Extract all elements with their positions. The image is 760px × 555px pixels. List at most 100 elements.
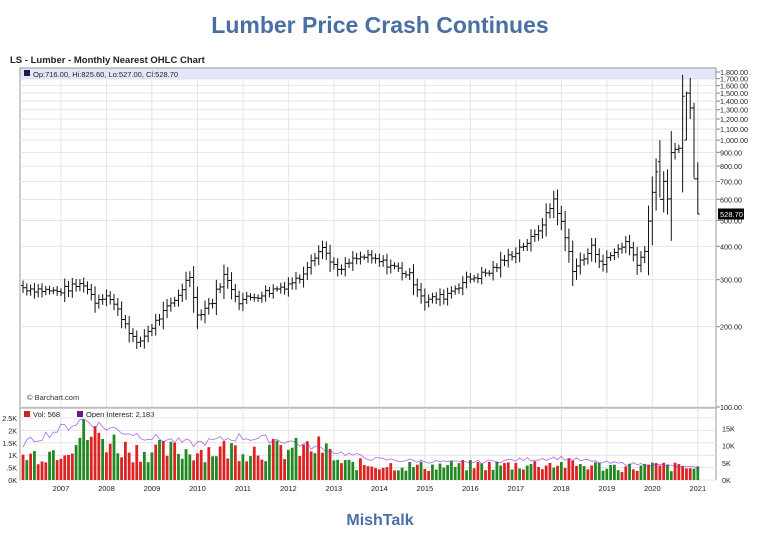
volume-bar: [639, 465, 643, 480]
x-tick-label: 2021: [689, 484, 706, 493]
volume-bar: [173, 442, 177, 480]
volume-bar: [487, 461, 491, 480]
volume-bar: [571, 460, 575, 480]
volume-bar: [154, 444, 158, 480]
chart-title: LS - Lumber - Monthly Nearest OHLC Chart: [10, 55, 205, 66]
volume-bar: [199, 449, 203, 480]
volume-bar: [582, 466, 586, 480]
volume-bar: [214, 456, 218, 480]
volume-bar: [359, 458, 362, 480]
volume-bar: [529, 463, 533, 480]
volume-bar: [457, 463, 461, 480]
vol-swatch: [24, 411, 30, 417]
volume-bar: [362, 464, 366, 480]
volume-bar: [33, 451, 36, 480]
volume-bar: [127, 452, 131, 480]
volume-bar: [586, 469, 590, 480]
volume-bar: [575, 465, 578, 480]
volume-axes: 0K .5K 1K 1.5K 2K 2.5K 0K 5K 10K 15K: [2, 414, 735, 485]
last-price-marker: [718, 208, 744, 220]
volume-bar: [453, 466, 457, 480]
volume-bar: [662, 462, 666, 480]
volume-bar: [108, 443, 112, 480]
volume-bar: [556, 465, 559, 480]
volume-bar: [400, 467, 404, 480]
volume-bar: [563, 467, 567, 480]
volume-bar: [123, 441, 127, 480]
volume-bar: [601, 470, 605, 480]
volume-bar: [271, 438, 275, 480]
volume-bar: [594, 462, 597, 480]
x-tick-label: 2019: [598, 484, 615, 493]
volume-bar: [533, 461, 537, 480]
volume-bar: [449, 461, 453, 480]
price-y-tick-label: 300.00: [720, 276, 742, 285]
volume-bar: [484, 470, 487, 480]
price-y-tick-label: 800.00: [720, 162, 742, 171]
volume-bar: [377, 469, 381, 480]
volume-bar: [499, 465, 503, 480]
price-y-tick-label: 100.00: [720, 403, 742, 412]
volume-bar: [51, 450, 55, 480]
volume-right-tick-label: 15K: [722, 424, 735, 433]
price-y-tick-label: 1,600.00: [720, 82, 748, 91]
volume-bar: [635, 470, 639, 480]
volume-bar: [139, 461, 142, 480]
price-y-tick-label: 1,300.00: [720, 106, 748, 115]
price-grid: [20, 78, 716, 408]
x-tick-label: 2010: [189, 484, 206, 493]
volume-bar: [472, 468, 476, 480]
x-tick-label: 2012: [280, 484, 297, 493]
x-tick-label: 2008: [98, 484, 115, 493]
volume-bar: [506, 462, 510, 480]
volume-bar: [158, 439, 161, 480]
volume-bar: [677, 464, 681, 480]
x-axis: 2007 2008 2009 2010 2011 2012 2013 2014 2015 2016…: [53, 484, 707, 493]
volume-bar: [336, 459, 340, 480]
price-y-tick-label: 1,100.00: [720, 125, 748, 134]
volume-bar: [203, 462, 207, 480]
volume-bar: [328, 448, 332, 480]
price-y-tick-label: 1,000.00: [720, 136, 748, 145]
volume-bar: [688, 468, 692, 480]
volume-bar: [146, 462, 150, 480]
price-y-tick-label: 1,500.00: [720, 89, 748, 98]
volume-left-tick-label: 2K: [8, 426, 17, 435]
volume-bar: [302, 444, 305, 480]
volume-bar: [260, 459, 264, 480]
volume-bar: [116, 453, 120, 480]
volume-bar: [165, 455, 169, 480]
volume-bar: [313, 453, 317, 480]
volume-bar: [188, 454, 192, 480]
volume-bar: [476, 462, 480, 480]
volume-bar: [192, 460, 196, 480]
volume-bar: [404, 470, 408, 480]
volume-bar: [317, 436, 321, 480]
volume-bar: [67, 454, 70, 480]
volume-bar: [48, 451, 51, 480]
volume-bar: [249, 456, 252, 480]
price-y-tick-label: 600.00: [720, 195, 742, 204]
volume-bar: [631, 469, 635, 480]
price-y-tick-label: 200.00: [720, 323, 742, 332]
x-tick-label: 2015: [417, 484, 434, 493]
volume-bar: [559, 462, 563, 480]
volume-bar: [412, 467, 415, 480]
price-y-tick-label: 1,800.00: [720, 68, 748, 77]
volume-bar: [264, 461, 268, 480]
volume-right-tick-label: 0K: [722, 476, 731, 485]
volume-bar: [434, 469, 438, 480]
volume-bar: [74, 444, 78, 480]
volume-bar: [256, 455, 260, 480]
volume-bar: [514, 462, 518, 480]
chart-credit: © Barchart.com: [27, 393, 79, 402]
x-tick-label: 2014: [371, 484, 388, 493]
volume-bar: [616, 470, 620, 480]
volume-bar: [298, 456, 302, 480]
vol-label: Vol: 568: [33, 410, 60, 419]
volume-bar: [78, 437, 82, 480]
volume-bar: [673, 462, 677, 480]
x-tick-label: 2011: [235, 484, 251, 493]
volume-bar: [540, 469, 544, 480]
